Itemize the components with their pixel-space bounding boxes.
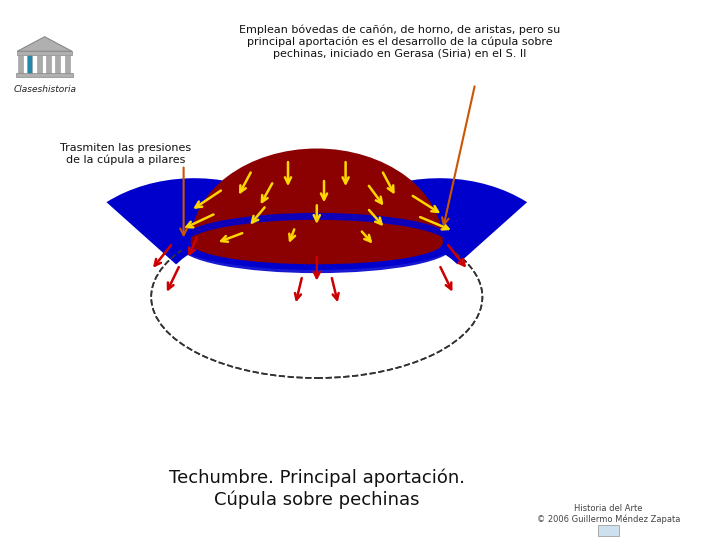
FancyBboxPatch shape xyxy=(598,525,619,536)
Wedge shape xyxy=(107,178,331,316)
FancyBboxPatch shape xyxy=(17,51,72,55)
Wedge shape xyxy=(302,178,527,316)
Ellipse shape xyxy=(176,216,457,270)
Wedge shape xyxy=(229,211,405,313)
FancyBboxPatch shape xyxy=(46,55,51,75)
Ellipse shape xyxy=(191,222,443,264)
FancyBboxPatch shape xyxy=(18,55,23,75)
Text: Historia del Arte
© 2006 Guillermo Méndez Zapata: Historia del Arte © 2006 Guillermo Ménde… xyxy=(536,504,680,524)
Wedge shape xyxy=(191,148,443,243)
Text: Trasmiten las presiones
de la cúpula a pilares: Trasmiten las presiones de la cúpula a p… xyxy=(60,143,192,165)
Polygon shape xyxy=(17,37,72,51)
FancyBboxPatch shape xyxy=(16,73,73,77)
Polygon shape xyxy=(158,216,252,248)
FancyBboxPatch shape xyxy=(37,55,42,75)
Text: Emplean bóvedas de cañón, de horno, de aristas, pero su
principal aportación es : Emplean bóvedas de cañón, de horno, de a… xyxy=(239,24,560,59)
Text: Claseshistoria: Claseshistoria xyxy=(13,85,76,94)
FancyBboxPatch shape xyxy=(65,55,70,75)
Text: Techumbre. Principal aportación.
Cúpula sobre pechinas: Techumbre. Principal aportación. Cúpula … xyxy=(168,469,465,509)
Polygon shape xyxy=(382,216,475,248)
FancyBboxPatch shape xyxy=(27,55,32,75)
Ellipse shape xyxy=(161,222,474,371)
FancyBboxPatch shape xyxy=(55,55,60,75)
